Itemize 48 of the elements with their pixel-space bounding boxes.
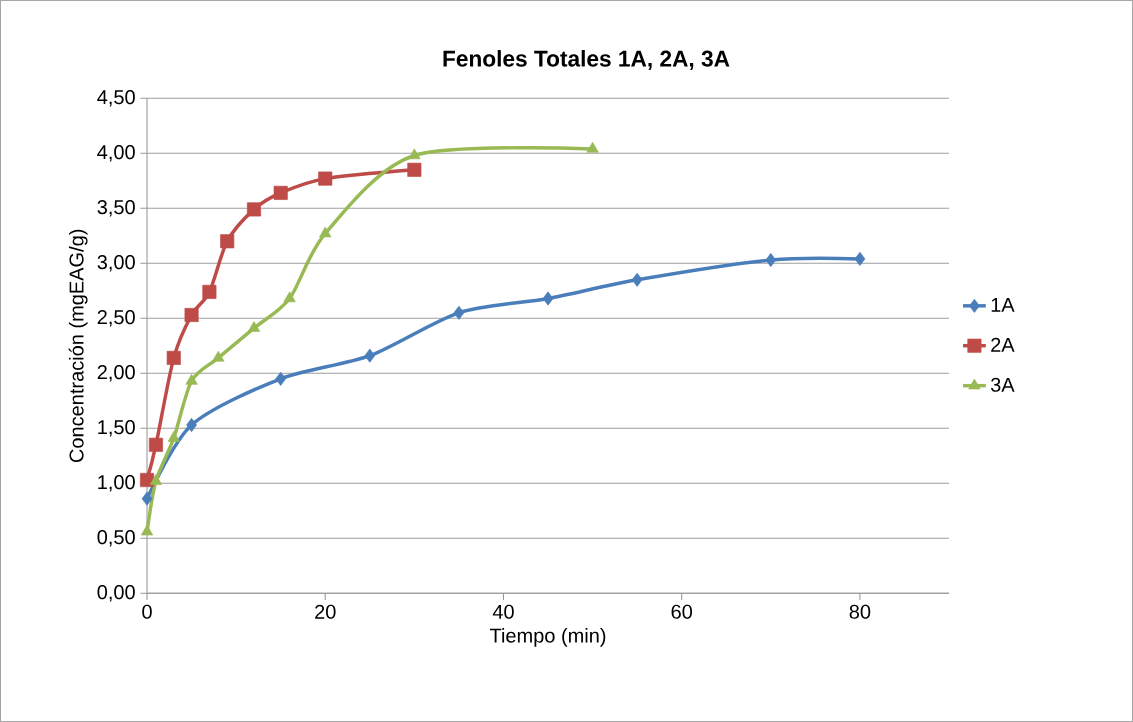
point — [212, 350, 225, 362]
point — [184, 307, 199, 322]
x-axis-title: Tiempo (min) — [489, 627, 606, 647]
y-tick-label: 0,50 — [97, 530, 135, 547]
point — [407, 162, 422, 177]
point — [220, 234, 235, 249]
chart-title: Fenoles Totales 1A, 2A, 3A — [443, 50, 730, 70]
point — [167, 431, 180, 442]
point — [453, 305, 465, 320]
y-tick-label: 1,00 — [98, 475, 135, 492]
point — [275, 371, 287, 386]
x-tick-label: 0 — [142, 604, 152, 619]
x-tick-label: 40 — [492, 604, 514, 619]
y-axis-title: Concentración (mgEAG/g) — [68, 229, 88, 463]
legend-label: 3A — [990, 377, 1015, 392]
legend-label: 2A — [991, 337, 1015, 352]
point — [854, 251, 866, 266]
legend-label: 1A — [991, 297, 1015, 312]
point — [185, 373, 198, 385]
y-tick-label: 1,50 — [98, 420, 135, 437]
point — [141, 491, 153, 506]
x-tick-label: 80 — [849, 604, 871, 619]
point — [318, 171, 333, 186]
point — [202, 284, 217, 299]
point — [273, 185, 288, 200]
y-tick-label: 3,00 — [97, 255, 135, 272]
point — [283, 291, 296, 303]
point — [140, 524, 154, 536]
point — [631, 272, 643, 287]
y-tick-label: 4,00 — [97, 145, 135, 162]
y-tick-label: 0,00 — [97, 585, 135, 602]
point — [149, 474, 163, 485]
point — [247, 321, 261, 332]
point — [166, 350, 181, 365]
y-tick-label: 3,50 — [97, 200, 135, 217]
point — [319, 226, 332, 238]
point — [246, 202, 261, 217]
x-tick-label: 20 — [315, 604, 336, 619]
y-tick-label: 2,00 — [97, 365, 135, 382]
y-tick-label: 2,50 — [97, 310, 135, 327]
point — [586, 141, 599, 153]
y-tick-label: 4,50 — [97, 90, 135, 107]
point — [765, 252, 777, 268]
point — [364, 348, 376, 363]
point — [542, 291, 554, 306]
x-tick-label: 60 — [671, 604, 693, 619]
point — [148, 437, 163, 452]
point — [408, 148, 421, 160]
